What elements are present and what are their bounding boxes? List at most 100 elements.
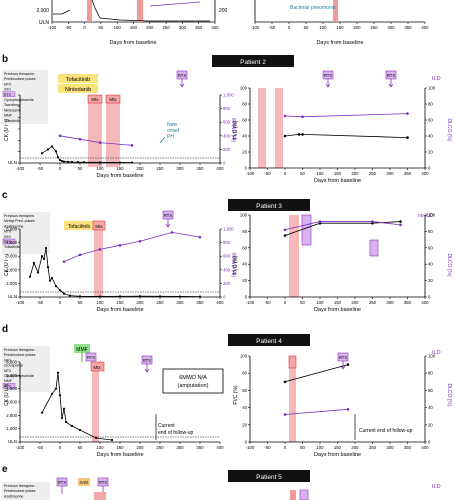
panel-b-title: Patient 2 <box>240 59 266 66</box>
x-tick-label: 0 <box>284 171 287 176</box>
p3-ck-axis-label: CK (U l⁻¹) <box>4 254 10 276</box>
x-axis-label: Days from baseline <box>96 307 143 313</box>
p3-left-chart: ULN-100 -50 0 50 100 150 200 250 300 350 400 Days f… <box>6 227 234 314</box>
y-tick-label: 20 <box>242 278 247 283</box>
p2-left-ck-point <box>54 150 58 153</box>
p2-left-6mwd-point <box>130 144 134 147</box>
prev-therapy-item: MMF <box>4 379 12 383</box>
6mwd-na-box <box>162 368 224 394</box>
y2-tick-label: 20 <box>428 422 433 427</box>
p4r-current-end: Current end of follow-up <box>359 428 413 434</box>
p4-mtx-band <box>92 362 99 442</box>
y-tick-label: 0 <box>245 295 248 300</box>
panel-c-letter: c <box>2 190 8 201</box>
prev-therapy-item: Azathioprine <box>4 224 24 228</box>
x-tick-label: -50 <box>37 300 44 305</box>
panel-a-right-xlabel: Days from baseline <box>316 40 363 46</box>
panel-a-ck-line <box>53 9 71 15</box>
y-tick-label: 1,000 <box>6 281 17 286</box>
y2-tick-label: 0 <box>223 295 226 300</box>
panel-c-title: Patient 3 <box>256 203 282 210</box>
x-tick-label: 250 <box>156 300 164 305</box>
p3-left-ck-point <box>158 295 162 298</box>
x-tick-label: 50 <box>304 25 309 30</box>
uln-label: ULN <box>8 160 17 165</box>
p3-left-ck-point <box>68 294 72 297</box>
svg-text:RTX: RTX <box>178 73 187 78</box>
p4-right-dlco-line <box>284 408 349 415</box>
p4-left-ck-point <box>58 394 62 397</box>
p4-left-ck-point <box>110 438 114 442</box>
x-tick-label: 200 <box>351 300 359 305</box>
p5r-rtx-box <box>299 489 309 500</box>
p2r-band-1 <box>258 88 266 168</box>
p2-new-onset-2: onset <box>167 128 180 134</box>
panel-e-banner <box>228 470 310 482</box>
x-tick-label: 0 <box>59 166 62 171</box>
prev-therapy-item: IVIG <box>4 88 11 92</box>
p4-left-ck-point <box>62 407 66 410</box>
x-tick-label: 250 <box>369 445 377 450</box>
p3-6mwd-axis-label: 6MWD (m) <box>230 253 236 277</box>
x-tick-label: 350 <box>195 25 203 30</box>
x-tick-label: 50 <box>78 166 83 171</box>
y2-tick-label: 0 <box>428 166 431 171</box>
p2-left-ck-point <box>46 148 50 151</box>
x-tick-label: 200 <box>136 166 144 171</box>
prev-therapy-item: RTX <box>4 93 12 97</box>
p4-right-dlco-point <box>346 408 350 411</box>
x-tick-label: 400 <box>421 445 429 450</box>
x-tick-label: -100 <box>16 166 25 171</box>
x-tick-label: 150 <box>116 300 124 305</box>
prev-therapy-item: Previous therapies: <box>4 348 35 352</box>
prev-therapy-item: Prednisolone pulses <box>4 77 36 81</box>
p3-left-6mwd-line <box>63 231 201 263</box>
y-tick-label: 80 <box>242 371 247 376</box>
x-tick-label: -50 <box>65 25 72 30</box>
p3-right-dlco-point <box>399 223 402 227</box>
y2-tick-label: 40 <box>428 134 433 139</box>
x-tick-label: -100 <box>16 445 25 450</box>
p3-left-6mwd-point <box>170 231 174 234</box>
panel-c: c Patient 3 Previous therapies:Methyl Pr… <box>2 190 452 297</box>
p2-right-dlco-point <box>283 114 287 118</box>
y2-tick-label: 0 <box>428 295 431 300</box>
p2r-rtx-marker-2: RTX <box>385 70 397 88</box>
p3-left-6mwd-point <box>98 248 102 251</box>
p3-left-ck-line <box>29 247 201 297</box>
y2-tick-label: 100 <box>428 86 436 91</box>
panel-a-uln: ULN <box>39 20 49 26</box>
p2-right-fvc-point <box>301 133 304 136</box>
p3-left-ck-point <box>32 261 36 265</box>
p3-left-6mwd-point <box>198 235 202 239</box>
panel-c-banner <box>228 199 310 211</box>
x-tick-label: 300 <box>386 300 394 305</box>
p2-right-fvc-point <box>283 134 287 138</box>
p4-current-1: Current <box>158 423 175 429</box>
p4-left-ck-point <box>60 416 64 420</box>
x-axis-label: Days from baseline <box>96 452 143 458</box>
prev-therapy-rtx-box <box>2 91 16 98</box>
x-tick-label: -50 <box>37 445 44 450</box>
p2-left-ck-point <box>82 161 86 164</box>
p3-ild-label: no-ILD <box>418 213 433 219</box>
x-tick-label: 350 <box>196 300 204 305</box>
p4-left-ck-point <box>54 387 58 390</box>
y-tick-label: 0 <box>245 166 248 171</box>
p4-left-ck-point <box>50 392 54 396</box>
p5-rtx-marker-2: RTX <box>97 477 109 494</box>
p5-rtx-marker-1: RTX <box>56 477 68 494</box>
p3-rtx-marker: RTX <box>162 210 174 228</box>
y-tick-label: 0 <box>245 440 248 445</box>
svg-text:RTX: RTX <box>324 73 333 78</box>
prev-therapy-item: Tacrolimus <box>4 103 21 107</box>
y-tick-label: 2,000 <box>6 413 17 418</box>
x-tick-label: 50 <box>78 445 83 450</box>
x-tick-label: 350 <box>404 25 412 30</box>
y2-tick-label: 60 <box>428 245 433 250</box>
y-tick-label: 40 <box>242 134 247 139</box>
p2-left-ck-point <box>58 158 62 162</box>
p2-right-dlco-point <box>301 115 304 119</box>
y2-tick-label: 400 <box>223 133 231 138</box>
